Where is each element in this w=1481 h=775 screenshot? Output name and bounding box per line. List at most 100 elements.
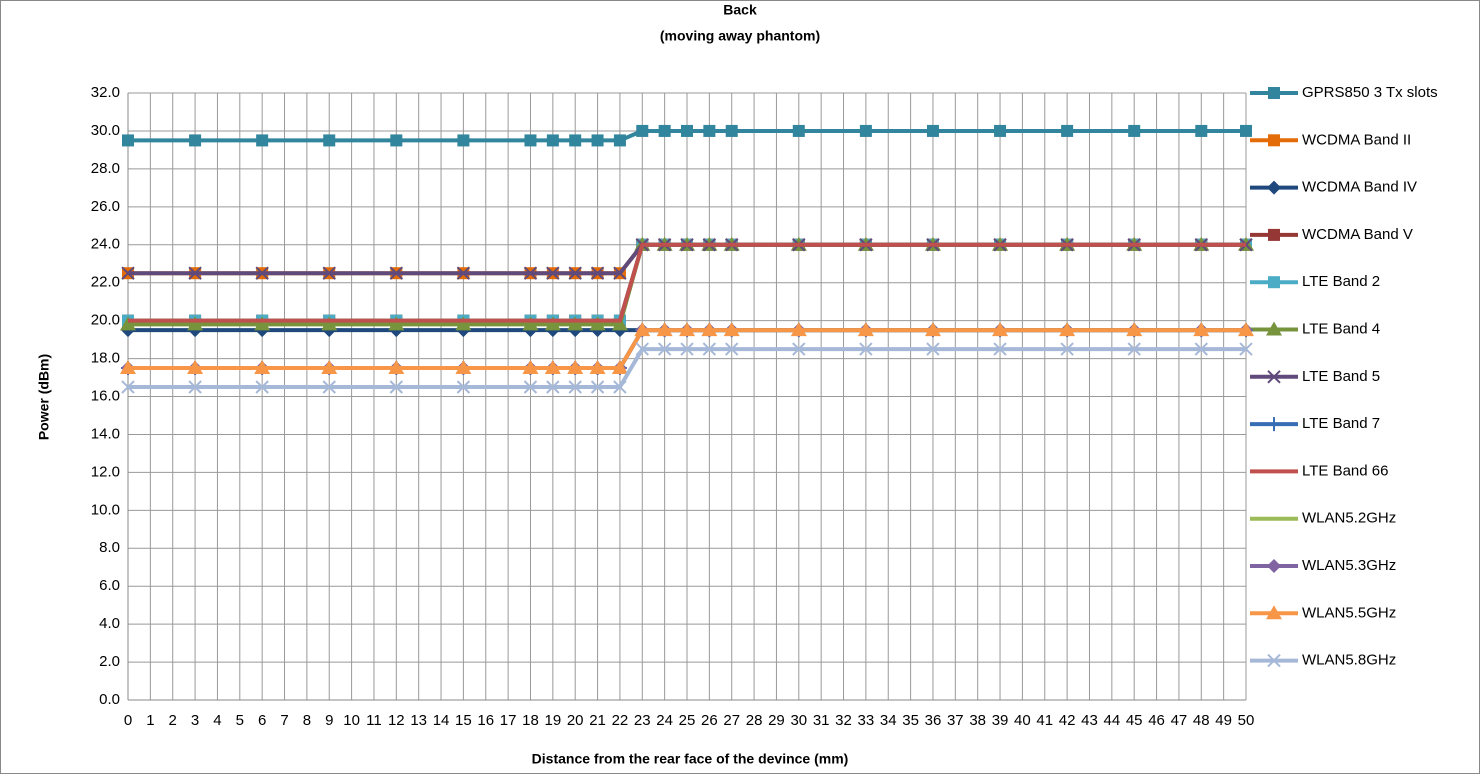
x-tick-label: 36: [925, 712, 942, 729]
marker: [656, 322, 673, 337]
x-tick-label: 3: [191, 712, 199, 729]
marker: [567, 360, 584, 375]
marker: [994, 124, 1007, 137]
marker: [321, 316, 338, 331]
marker: [790, 322, 807, 337]
legend-label: LTE Band 5: [1302, 368, 1380, 385]
marker: [388, 316, 405, 331]
marker: [1239, 342, 1253, 356]
x-tick-label: 49: [1215, 712, 1232, 729]
marker: [657, 342, 672, 356]
marker: [522, 316, 539, 331]
x-tick-label: 19: [544, 712, 561, 729]
series-line: [128, 128, 1246, 143]
legend-label: WLAN5.2GHz: [1302, 510, 1396, 527]
marker: [859, 124, 872, 137]
marker: [1193, 322, 1210, 337]
marker: [725, 124, 738, 137]
x-tick-label: 41: [1036, 712, 1053, 729]
marker: [681, 124, 693, 137]
x-tick-label: 46: [1148, 712, 1165, 729]
marker: [1268, 87, 1280, 99]
marker: [455, 360, 472, 375]
x-tick-label: 34: [880, 712, 897, 729]
y-tick-label: 20.0: [91, 312, 120, 329]
marker: [255, 380, 269, 394]
x-tick-label: 50: [1238, 712, 1255, 729]
series-line: [128, 347, 1246, 390]
x-tick-label: 21: [589, 712, 606, 729]
marker: [544, 316, 561, 331]
marker: [857, 322, 874, 337]
marker: [589, 360, 606, 375]
marker: [524, 134, 537, 147]
marker: [613, 266, 627, 280]
marker: [926, 124, 939, 137]
marker: [546, 380, 560, 394]
x-tick-label: 44: [1103, 712, 1120, 729]
marker: [792, 124, 805, 137]
marker: [1128, 124, 1141, 137]
marker: [323, 134, 336, 147]
x-tick-label: 5: [236, 712, 244, 729]
y-tick-label: 24.0: [91, 236, 120, 253]
marker: [388, 360, 405, 375]
marker: [120, 316, 136, 331]
marker: [992, 322, 1009, 337]
y-tick-label: 18.0: [91, 350, 120, 367]
x-tick-label: 35: [902, 712, 919, 729]
marker: [523, 380, 538, 394]
y-tick-label: 16.0: [91, 387, 120, 404]
marker: [569, 134, 582, 147]
x-axis-label: Distance from the rear face of the devin…: [532, 751, 849, 767]
marker: [254, 360, 271, 375]
marker: [322, 266, 336, 280]
marker: [568, 266, 582, 280]
y-tick-label: 32.0: [91, 84, 120, 101]
marker: [613, 380, 627, 394]
marker: [1267, 180, 1281, 195]
x-tick-label: 28: [746, 712, 763, 729]
marker: [1127, 342, 1141, 356]
marker: [1126, 322, 1143, 337]
marker: [926, 342, 940, 356]
x-tick-label: 9: [325, 712, 333, 729]
marker: [321, 360, 338, 375]
x-tick-label: 22: [612, 712, 629, 729]
y-tick-label: 10.0: [91, 501, 120, 518]
x-tick-label: 43: [1081, 712, 1098, 729]
marker: [1195, 124, 1208, 137]
chart-title: Back: [723, 2, 757, 18]
marker: [120, 360, 136, 375]
marker: [1266, 321, 1282, 336]
marker: [187, 316, 204, 331]
marker: [590, 266, 605, 280]
marker: [1268, 228, 1280, 241]
x-tick-label: 10: [343, 712, 360, 729]
marker: [1238, 322, 1254, 337]
marker: [546, 134, 559, 147]
marker: [703, 124, 716, 137]
y-tick-label: 14.0: [91, 425, 120, 442]
x-tick-label: 0: [124, 712, 132, 729]
x-tick-label: 47: [1171, 712, 1188, 729]
x-tick-label: 15: [455, 712, 472, 729]
marker: [590, 380, 605, 394]
marker: [611, 316, 628, 331]
x-tick-label: 27: [723, 712, 740, 729]
x-tick-label: 23: [634, 712, 651, 729]
y-tick-label: 28.0: [91, 160, 120, 177]
marker: [256, 134, 269, 147]
marker: [658, 124, 671, 137]
x-tick-label: 26: [701, 712, 718, 729]
y-tick-label: 8.0: [99, 539, 120, 556]
marker: [254, 316, 271, 331]
x-tick-label: 39: [992, 712, 1009, 729]
marker: [456, 266, 471, 280]
legend-label: WLAN5.5GHz: [1302, 604, 1396, 621]
marker: [723, 322, 740, 337]
marker: [390, 134, 403, 147]
marker: [121, 380, 135, 394]
x-tick-label: 24: [656, 712, 673, 729]
x-tick-label: 48: [1193, 712, 1210, 729]
